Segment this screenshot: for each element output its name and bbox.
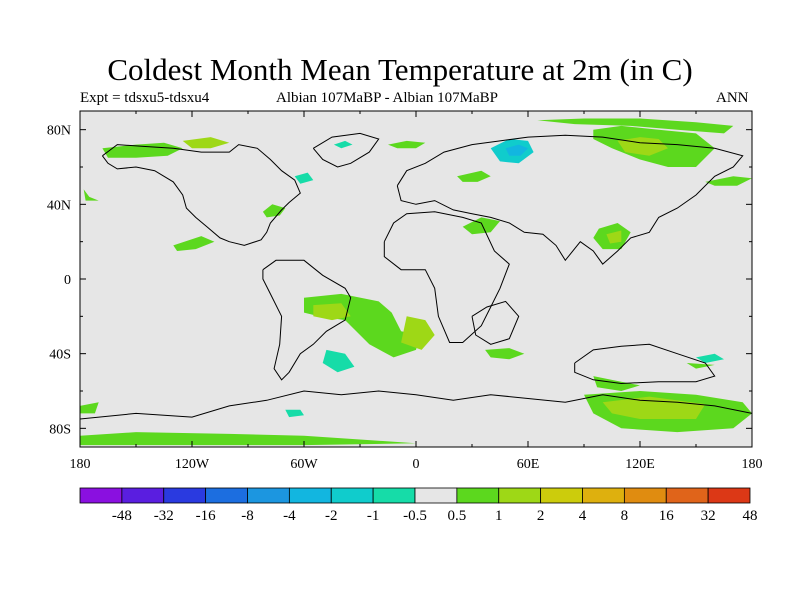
colorbar-swatch [414,487,458,504]
anomaly-region [696,353,724,363]
season-label: ANN [716,90,749,106]
colorbar-swatch [665,487,709,504]
y-tick-label: 80N [47,124,71,139]
x-tick-label: 120W [175,457,210,472]
anomaly-region [262,204,286,218]
colorbar-swatch [205,487,248,504]
colorbar-label: 0.5 [448,508,467,524]
anomaly-region [294,172,314,184]
colorbar-swatch [707,487,751,504]
anomaly-region [457,170,491,182]
colorbar-swatch [121,487,165,504]
anomaly-region [462,217,500,235]
anomaly-region [182,137,230,149]
colorbar-label: -48 [112,508,132,524]
colorbar-label: 1 [495,508,503,524]
x-tick-label: 180 [70,457,91,472]
x-tick-label: 60W [290,457,318,472]
x-tick-label: 180 [742,457,763,472]
coastline [101,144,301,246]
anomaly-region [401,316,435,350]
anomaly-region [617,137,668,156]
y-tick-label: 40S [49,348,71,363]
colorbar-label: -32 [154,508,174,524]
colorbar-label: -2 [325,508,338,524]
y-tick-label: 80S [49,422,71,437]
colorbar-label: 2 [537,508,545,524]
colorbar-swatch [582,487,625,504]
coastline [312,132,380,168]
coastline [396,134,744,265]
colorbar-label: 8 [621,508,629,524]
anomaly-region [593,376,640,391]
colorbar-label: 32 [701,508,716,524]
anomaly-region [313,303,351,321]
coastline [471,300,520,345]
experiment-label: Expt = tdsxu5-tdsxu4 [80,90,210,106]
anomaly-region [388,140,426,149]
colorbar-label: -4 [283,508,296,524]
colorbar-swatch [163,487,207,504]
colorbar-swatch [330,487,374,504]
coastline [80,390,752,420]
colorbar-label: -1 [367,508,380,524]
anomaly-region [505,144,528,156]
colorbar-label: -0.5 [403,508,427,524]
colorbar-label: 16 [659,508,675,524]
coastline [574,343,716,385]
anomaly-region [83,189,99,201]
anomaly-region [606,230,622,244]
anomaly-region [102,142,183,158]
colorbar-swatch [247,487,290,504]
colorbar-swatch [372,487,416,504]
colorbar-swatch [540,487,583,504]
anomaly-region [686,363,715,369]
anomaly-region [173,236,215,251]
anomaly-region [80,432,416,446]
anomaly-region [485,348,525,360]
coastline-layer [80,132,752,420]
anomaly-region [537,118,734,134]
colorbar-swatch [288,487,332,504]
x-tick-label: 0 [413,457,420,472]
colorbar-swatch [623,487,667,504]
colorbar-swatch [456,487,500,504]
map-title: Coldest Month Mean Temperature at 2m (in… [107,52,693,87]
coastline [383,211,510,343]
anomaly-region [333,140,353,149]
colorbar-swatch [498,487,542,504]
x-tick-label: 60E [517,457,540,472]
colorbar-label: 4 [579,508,587,524]
anomaly-region [322,349,355,373]
colorbar-swatch [79,487,123,504]
y-tick-label: 0 [64,273,71,288]
y-tick-label: 40N [47,198,71,213]
coastline [262,259,352,381]
anomaly-layer [80,118,752,446]
colorbar-label: -16 [196,508,216,524]
anomaly-region [80,402,99,414]
anomaly-region [285,409,304,418]
colorbar-label: -8 [241,508,254,524]
colorbar-label: 48 [743,508,758,524]
period-label: Albian 107MaBP - Albian 107MaBP [276,90,498,106]
x-tick-label: 120E [625,457,655,472]
anomaly-region [705,176,752,186]
